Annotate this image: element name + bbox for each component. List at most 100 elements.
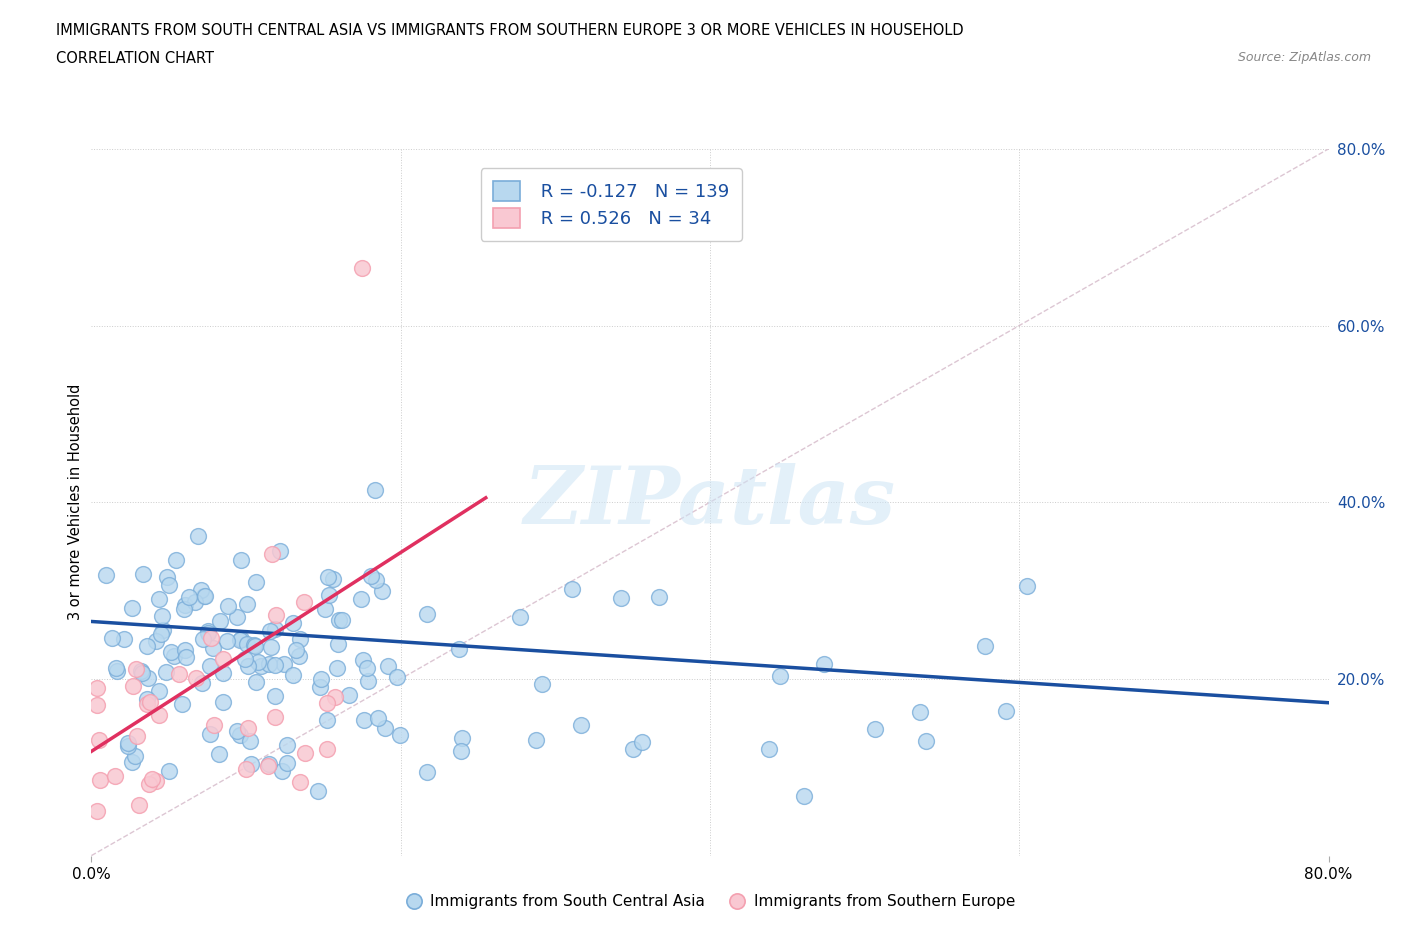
Point bbox=[330, 612, 353, 627]
Point bbox=[121, 601, 143, 616]
Point bbox=[314, 602, 336, 617]
Point bbox=[170, 697, 193, 711]
Point bbox=[155, 664, 177, 679]
Point bbox=[316, 570, 339, 585]
Point bbox=[294, 745, 316, 760]
Point bbox=[94, 567, 117, 582]
Point bbox=[357, 673, 380, 688]
Point bbox=[149, 627, 172, 642]
Text: ZIPatlas: ZIPatlas bbox=[524, 463, 896, 541]
Point bbox=[242, 638, 264, 653]
Point bbox=[250, 658, 273, 673]
Point bbox=[318, 587, 340, 602]
Point bbox=[388, 728, 411, 743]
Point bbox=[352, 260, 374, 275]
Point bbox=[125, 661, 148, 676]
Point bbox=[132, 567, 155, 582]
Point bbox=[197, 626, 219, 641]
Point bbox=[271, 764, 294, 778]
Point bbox=[179, 590, 201, 604]
Point bbox=[173, 597, 195, 612]
Point bbox=[509, 609, 531, 624]
Point bbox=[260, 547, 283, 562]
Point bbox=[148, 591, 170, 606]
Point bbox=[648, 590, 671, 604]
Point bbox=[202, 718, 225, 733]
Point bbox=[243, 639, 266, 654]
Point bbox=[561, 581, 583, 596]
Point bbox=[813, 657, 835, 671]
Point bbox=[323, 690, 346, 705]
Point bbox=[148, 707, 170, 722]
Point bbox=[974, 638, 997, 653]
Point bbox=[283, 616, 305, 631]
Point bbox=[269, 544, 291, 559]
Point bbox=[1015, 578, 1038, 593]
Point bbox=[328, 613, 350, 628]
Point bbox=[450, 731, 472, 746]
Point bbox=[350, 591, 373, 606]
Y-axis label: 3 or more Vehicles in Household: 3 or more Vehicles in Household bbox=[67, 384, 83, 620]
Point bbox=[377, 658, 399, 673]
Point bbox=[125, 729, 148, 744]
Point bbox=[236, 636, 259, 651]
Point bbox=[276, 737, 298, 752]
Point bbox=[165, 552, 187, 567]
Point bbox=[145, 633, 167, 648]
Point bbox=[290, 631, 312, 646]
Point bbox=[87, 733, 110, 748]
Point bbox=[191, 632, 214, 647]
Point bbox=[276, 756, 298, 771]
Point bbox=[309, 679, 332, 694]
Point bbox=[200, 631, 222, 645]
Point bbox=[229, 632, 252, 647]
Point bbox=[326, 636, 349, 651]
Point bbox=[231, 552, 253, 567]
Point bbox=[450, 743, 472, 758]
Point bbox=[131, 666, 153, 681]
Point bbox=[197, 624, 219, 639]
Point bbox=[112, 631, 135, 646]
Point bbox=[631, 735, 654, 750]
Point bbox=[257, 657, 280, 671]
Point bbox=[135, 639, 157, 654]
Point bbox=[124, 749, 146, 764]
Point bbox=[263, 658, 285, 672]
Point bbox=[156, 570, 179, 585]
Point bbox=[138, 695, 160, 710]
Point bbox=[236, 597, 259, 612]
Point bbox=[273, 657, 295, 671]
Point bbox=[105, 663, 128, 678]
Point bbox=[128, 797, 150, 812]
Point bbox=[364, 573, 387, 588]
Point bbox=[337, 688, 360, 703]
Point bbox=[239, 733, 262, 748]
Point bbox=[167, 667, 190, 682]
Point bbox=[263, 622, 285, 637]
Point bbox=[769, 669, 792, 684]
Point bbox=[292, 595, 315, 610]
Point bbox=[217, 598, 239, 613]
Point bbox=[908, 705, 931, 720]
Point bbox=[322, 572, 344, 587]
Point bbox=[621, 742, 644, 757]
Point bbox=[148, 684, 170, 698]
Point bbox=[236, 721, 259, 736]
Point bbox=[163, 649, 186, 664]
Point bbox=[256, 758, 278, 773]
Point bbox=[245, 674, 267, 689]
Point bbox=[138, 777, 160, 791]
Point bbox=[174, 643, 197, 658]
Point bbox=[263, 688, 285, 703]
Point bbox=[173, 602, 195, 617]
Point bbox=[416, 764, 439, 779]
Point bbox=[215, 634, 238, 649]
Point bbox=[198, 658, 221, 673]
Point bbox=[187, 529, 209, 544]
Point bbox=[121, 755, 143, 770]
Point bbox=[569, 717, 592, 732]
Point bbox=[264, 607, 287, 622]
Point bbox=[283, 668, 305, 683]
Point bbox=[260, 640, 283, 655]
Point bbox=[326, 660, 349, 675]
